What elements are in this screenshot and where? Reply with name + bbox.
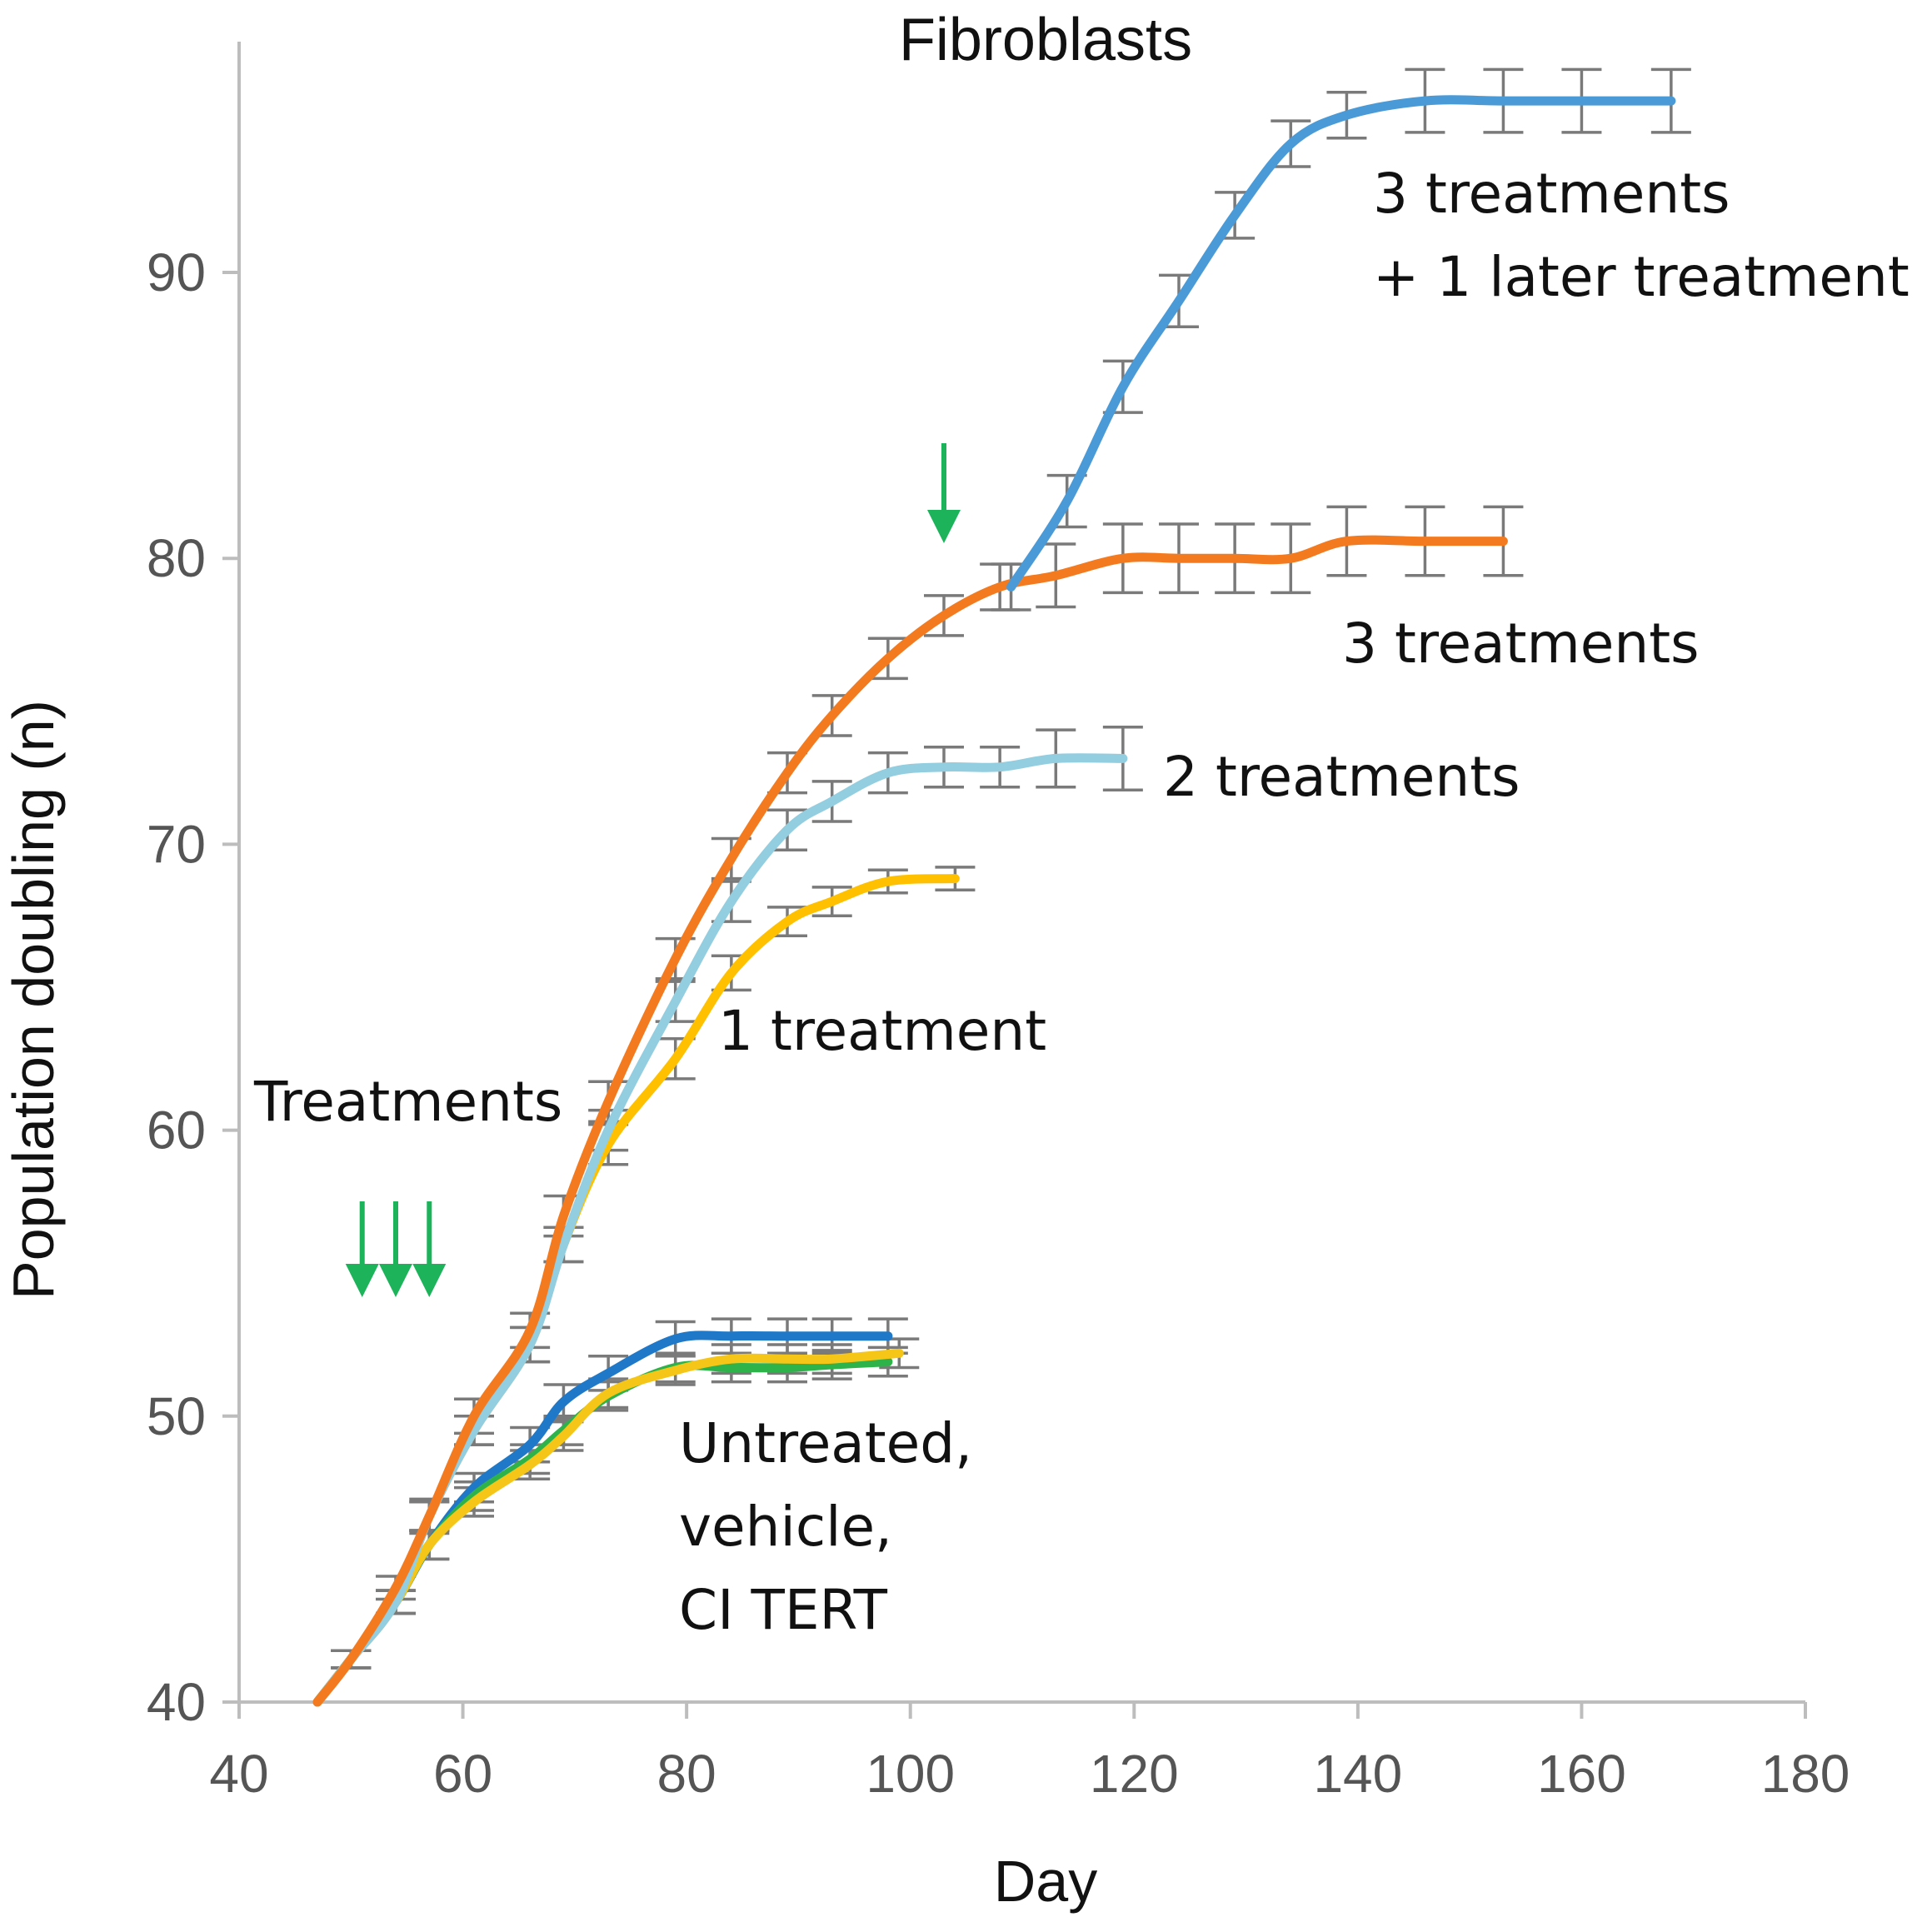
chart-title: Fibroblasts	[899, 7, 1192, 73]
treatment-arrows	[345, 443, 961, 1297]
annotation-untreated-line2: vehicle,	[679, 1495, 892, 1559]
arrow-head	[927, 510, 961, 543]
annotation-untreated-line1: Untreated,	[679, 1411, 972, 1475]
annotation-3-treatments: 3 treatments	[1342, 612, 1699, 676]
annotation-later-treatment-line2: + 1 later treatment	[1373, 245, 1910, 309]
treatment-arrow-icon	[379, 1201, 412, 1297]
later-treatment-arrow-icon	[927, 443, 961, 543]
axes	[237, 42, 1805, 1704]
y-tick-label: 80	[147, 528, 206, 588]
treatment-arrow-icon	[345, 1201, 379, 1297]
treatment-arrow-icon	[412, 1201, 447, 1297]
y-tick-label: 40	[147, 1672, 206, 1732]
annotation-1-treatment: 1 treatment	[718, 999, 1046, 1063]
y-tick-label: 60	[147, 1101, 206, 1161]
annotation-untreated-line3: CI TERT	[679, 1578, 888, 1642]
x-tick-label: 80	[657, 1744, 716, 1804]
annotation-treatments: Treatments	[253, 1070, 562, 1134]
series-line-3-treatments	[312, 535, 1508, 1707]
x-tick-label: 160	[1537, 1744, 1626, 1804]
y-tick-label: 50	[147, 1386, 206, 1446]
ticks: 40 60 80 100 120 140 160 180 40 50 60 70 80 90	[147, 242, 1850, 1804]
x-tick-label: 60	[433, 1744, 492, 1804]
y-tick-label: 70	[147, 814, 206, 874]
y-tick-label: 90	[147, 242, 206, 302]
series-line-3-treatments-1-later-treatment	[1006, 95, 1676, 592]
arrow-head	[412, 1264, 447, 1297]
x-tick-label: 120	[1090, 1744, 1179, 1804]
x-tick-label: 140	[1313, 1744, 1402, 1804]
annotation-later-treatment-line1: 3 treatments	[1373, 162, 1730, 226]
y-axis-label: Population doubling (n)	[1, 700, 66, 1300]
arrow-head	[379, 1264, 412, 1297]
arrow-head	[345, 1264, 379, 1297]
series-lines	[312, 95, 1676, 1707]
error-bars	[331, 67, 1691, 1670]
x-tick-label: 40	[209, 1744, 268, 1804]
x-tick-label: 100	[866, 1744, 955, 1804]
x-axis-label: Day	[994, 1849, 1097, 1914]
x-tick-label: 180	[1761, 1744, 1850, 1804]
annotation-2-treatments: 2 treatments	[1163, 745, 1520, 809]
